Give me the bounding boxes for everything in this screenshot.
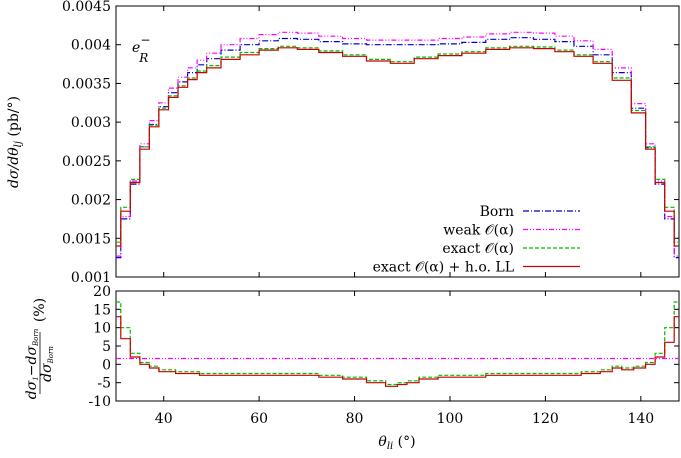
chart-annotation: eR− — [132, 33, 150, 65]
top-y-tick-label: 0.004 — [71, 38, 111, 54]
top-y-tick-label: 0.001 — [71, 270, 111, 286]
legend-label: exact 𝒪(α) + h.o. LL — [373, 260, 514, 276]
svg-text:(%): (%) — [32, 298, 48, 322]
top-series-2 — [116, 45, 679, 243]
svg-text:dσBorn: dσBorn — [39, 346, 55, 382]
legend-label: weak 𝒪(α) — [443, 223, 514, 239]
bottom-y-tick-label: 5 — [102, 339, 111, 355]
top-y-tick-label: 0.0025 — [62, 154, 111, 170]
bottom-y-tick-label: 20 — [93, 284, 111, 300]
bottom-y-axis-label: dσ1−dσBorn dσBorn (%) — [24, 298, 55, 399]
legend-label: Born — [480, 204, 514, 220]
x-axis-label: θli (°) — [378, 434, 415, 452]
x-tick-label: 120 — [532, 411, 559, 427]
top-y-ticks: 0.001 0.0015 0.002 0.0025 0.003 0.0035 0.004 0.… — [62, 0, 679, 286]
top-y-tick-label: 0.002 — [71, 193, 111, 209]
bottom-y-tick-label: 10 — [93, 321, 111, 337]
x-tick-label: 100 — [437, 411, 464, 427]
legend-label: exact 𝒪(α) — [442, 241, 514, 257]
bottom-series-group — [116, 301, 679, 387]
bottom-y-tick-label: -10 — [88, 394, 111, 410]
x-ticks: 40 60 80 100 120 140 — [155, 6, 654, 427]
legend: Born weak 𝒪(α) exact 𝒪(α) exact 𝒪(α) + h.o.… — [373, 204, 580, 276]
top-y-tick-label: 0.0035 — [62, 76, 111, 92]
bottom-series-2 — [116, 316, 679, 387]
bottom-y-tick-label: -5 — [97, 376, 111, 392]
svg-text:dσ1−dσBorn: dσ1−dσBorn — [24, 328, 40, 399]
bottom-y-tick-label: 0 — [102, 357, 111, 373]
x-tick-label: 60 — [250, 411, 268, 427]
bottom-series-1 — [116, 301, 679, 386]
x-tick-label: 80 — [346, 411, 364, 427]
bottom-y-tick-label: 15 — [93, 302, 111, 318]
x-tick-label: 140 — [627, 411, 654, 427]
x-tick-label: 40 — [155, 411, 173, 427]
bottom-y-ticks: -10 -5 0 5 10 15 20 — [88, 284, 679, 410]
top-series-3 — [116, 47, 679, 247]
top-series-group — [116, 31, 679, 259]
top-y-tick-label: 0.0045 — [62, 0, 111, 15]
top-y-axis-label: dσ/dθlj (pb/°) — [6, 96, 24, 188]
top-y-tick-label: 0.003 — [71, 115, 111, 131]
top-y-tick-label: 0.0015 — [62, 231, 111, 247]
top-series-1 — [116, 31, 679, 257]
top-panel-frame — [115, 5, 680, 278]
